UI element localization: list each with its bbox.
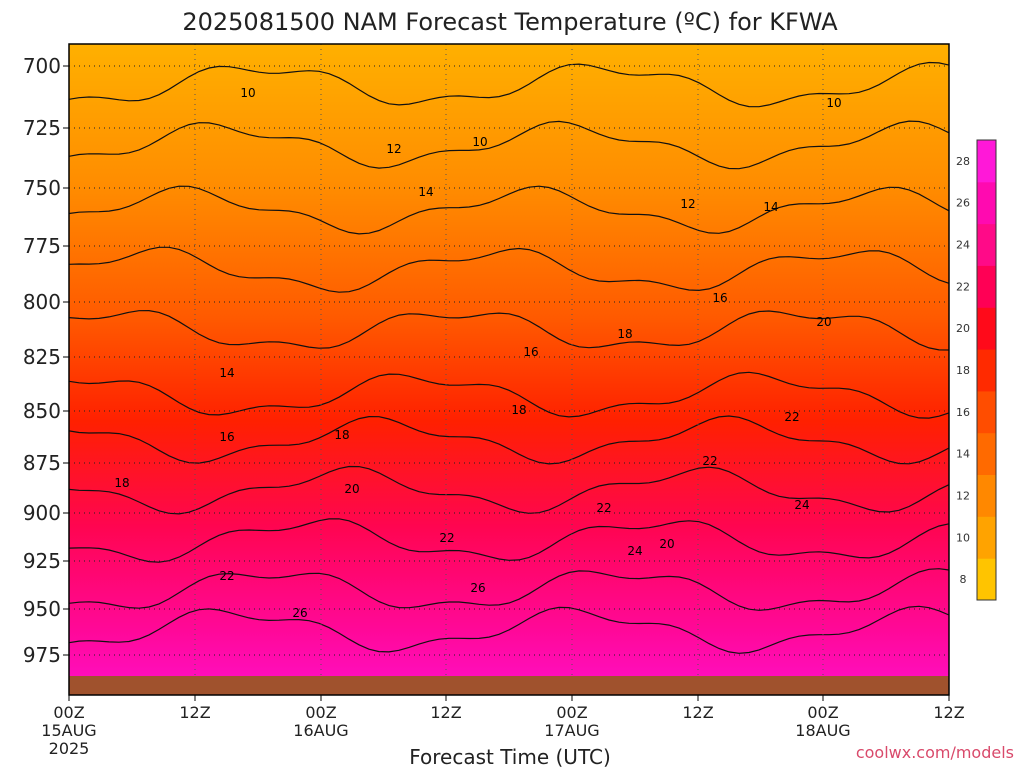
colorbar-tick-label: 20 [956, 322, 970, 335]
contour-label: 14 [418, 185, 433, 199]
x-axis-label: Forecast Time (UTC) [409, 745, 611, 768]
contour-label: 12 [386, 142, 401, 156]
colorbar-tick-label: 26 [956, 197, 970, 210]
x-tick-label: 12Z [430, 703, 461, 722]
contour-line [68, 309, 950, 351]
colorbar-tick-label: 14 [956, 448, 970, 461]
contour-label: 10 [240, 86, 255, 100]
colorbar-swatch [977, 390, 996, 434]
colorbar-swatch [977, 140, 996, 183]
contour-label: 22 [219, 569, 234, 583]
contour-label: 18 [617, 327, 632, 341]
x-tick-date: 16AUG [293, 721, 348, 740]
colorbar-tick-label: 16 [956, 406, 970, 419]
x-tick-label: 00Z [305, 703, 336, 722]
contour-label: 20 [659, 537, 674, 551]
terrain-ground [69, 676, 949, 695]
colorbar-tick-label: 24 [956, 239, 970, 252]
colorbar-swatch [977, 474, 996, 517]
colorbar-swatch [977, 432, 996, 475]
y-tick-label: 800 [23, 290, 61, 314]
x-tick-date: 15AUG [41, 721, 96, 740]
y-tick-label: 775 [23, 234, 61, 258]
y-tick-label: 950 [23, 597, 61, 621]
contour-label: 16 [219, 430, 234, 444]
site-credit: coolwx.com/models [855, 743, 1014, 762]
gridlines [69, 44, 949, 695]
contour-labels: 10 10 10 12 12 14 14 14 16 16 16 18 18 18 18 20 20 20 22 22… [114, 86, 841, 620]
contour-line [68, 518, 950, 563]
colorbar-swatch [977, 349, 996, 392]
y-tick-label: 825 [23, 345, 61, 369]
contour-label: 18 [114, 476, 129, 490]
colorbar-tick-label: 12 [956, 490, 970, 503]
colorbar-swatch [977, 558, 996, 601]
contour-line [68, 120, 950, 170]
x-tick-year: 2025 [49, 739, 90, 758]
plot-area [69, 44, 949, 695]
contour-label: 22 [439, 531, 454, 545]
x-tick-date: 17AUG [544, 721, 599, 740]
contour-label: 24 [627, 544, 642, 558]
colorbar-swatch [977, 516, 996, 559]
contour-label: 18 [511, 403, 526, 417]
contour-label: 26 [470, 581, 485, 595]
x-tick-label: 00Z [807, 703, 838, 722]
contour-line [68, 185, 950, 235]
colorbar-tick-label: 22 [956, 280, 970, 293]
colorbar-tick-label: 18 [956, 364, 970, 377]
contour-label: 14 [219, 366, 234, 380]
contour-label: 20 [344, 482, 359, 496]
colorbar-tick-label: 8 [960, 573, 967, 586]
contour-line [68, 465, 950, 515]
y-tick-label: 850 [23, 399, 61, 423]
y-tick-label: 900 [23, 501, 61, 525]
contour-line [68, 246, 950, 293]
contour-label: 16 [523, 345, 538, 359]
y-tick-label: 725 [23, 116, 61, 140]
colorbar-tick-label: 10 [956, 531, 970, 544]
y-tick-label: 700 [23, 54, 61, 78]
contour-label: 14 [763, 200, 778, 214]
contour-line [68, 415, 950, 465]
contour-label: 24 [794, 498, 809, 512]
colorbar-swatch [977, 223, 996, 266]
contour-label: 16 [712, 291, 727, 305]
contour-line [68, 371, 950, 419]
contour-label: 12 [680, 197, 695, 211]
contour-label: 18 [334, 428, 349, 442]
contour-label: 20 [816, 315, 831, 329]
x-tick-label: 00Z [556, 703, 587, 722]
contour-label: 22 [702, 454, 717, 468]
contour-label: 10 [826, 96, 841, 110]
contour-label: 22 [596, 501, 611, 515]
colorbar-tick-label: 28 [956, 155, 970, 168]
chart-title: 2025081500 NAM Forecast Temperature (ºC)… [182, 8, 838, 36]
y-tick-label: 975 [23, 643, 61, 667]
contour-line [68, 61, 950, 108]
y-axis-ticks: 700 725 750 775 800 825 850 875 900 925 950 975 [23, 54, 69, 667]
contour-lines [68, 61, 950, 654]
colorbar-swatch [977, 181, 996, 225]
x-tick-label: 12Z [933, 703, 964, 722]
y-tick-label: 925 [23, 549, 61, 573]
contour-label: 10 [472, 135, 487, 149]
x-tick-date: 18AUG [795, 721, 850, 740]
plot-frame [68, 43, 950, 696]
colorbar-frame [976, 139, 997, 601]
x-tick-label: 12Z [179, 703, 210, 722]
colorbar: 8 10 12 14 16 18 20 22 24 26 28 [956, 139, 997, 601]
contour-label: 26 [292, 606, 307, 620]
colorbar-swatch [977, 265, 996, 308]
contour-line [68, 568, 950, 611]
colorbar-swatch [977, 307, 996, 350]
contour-label: 22 [784, 410, 799, 424]
y-tick-label: 875 [23, 451, 61, 475]
y-tick-label: 750 [23, 176, 61, 200]
x-tick-label: 00Z [53, 703, 84, 722]
contour-line [68, 605, 950, 654]
x-tick-label: 12Z [682, 703, 713, 722]
